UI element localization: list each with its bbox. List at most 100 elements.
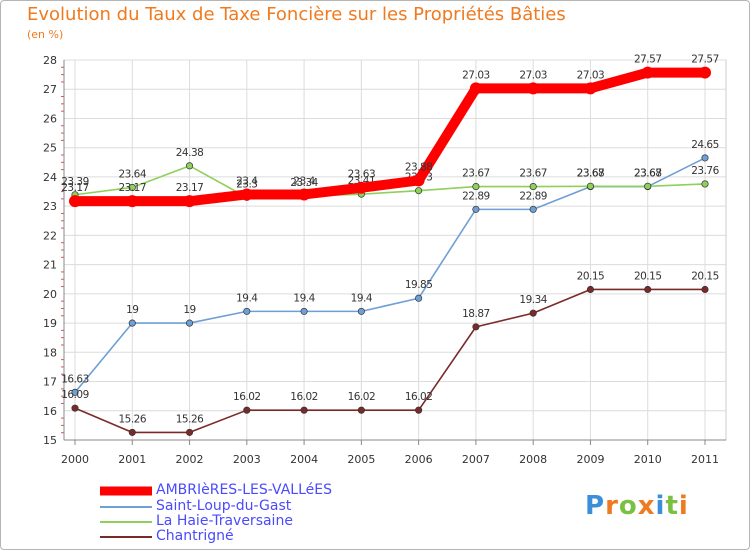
proxiti-logo: Proxiti	[585, 491, 689, 521]
data-point	[472, 183, 480, 191]
plot-area	[63, 59, 727, 441]
x-tick-label: 2005	[347, 453, 375, 466]
data-label: 22.89	[462, 190, 490, 202]
data-point	[357, 406, 365, 414]
data-label: 23.63	[348, 169, 376, 181]
legend-label: Chantrigné	[156, 528, 234, 544]
y-tick-label: 27	[43, 83, 57, 96]
data-point	[126, 195, 139, 208]
data-point	[701, 180, 709, 188]
data-point	[644, 285, 652, 294]
data-label: 22.89	[519, 190, 547, 202]
data-label: 27.03	[519, 69, 547, 81]
data-point	[69, 195, 81, 208]
y-tick-label: 16	[43, 405, 57, 418]
data-point	[699, 66, 711, 79]
series-line-2	[74, 165, 706, 199]
series-line-0	[70, 67, 710, 207]
data-label: 15.26	[118, 413, 146, 425]
data-point	[415, 406, 423, 414]
data-label: 23.3	[236, 178, 257, 190]
data-point	[529, 309, 537, 317]
data-point	[644, 182, 652, 190]
data-label: 23.4	[236, 175, 258, 187]
data-point	[586, 285, 595, 294]
data-point	[243, 406, 251, 414]
data-point	[183, 195, 196, 208]
x-tick-label: 2007	[462, 453, 490, 466]
logo-letter: i	[678, 491, 689, 521]
data-point	[128, 183, 136, 191]
data-label: 19.34	[519, 294, 547, 306]
x-tick-label: 2009	[576, 453, 604, 466]
data-point	[298, 188, 311, 201]
grid	[64, 59, 726, 441]
data-label: 16.02	[290, 391, 318, 403]
legend-label: Saint-Loup-du-Gast	[156, 498, 292, 514]
data-point	[529, 183, 537, 191]
data-label: 19	[126, 304, 138, 316]
data-label: 15.26	[176, 413, 204, 425]
data-point	[641, 66, 654, 79]
data-label: 27.57	[691, 54, 719, 66]
y-tick-label: 19	[43, 317, 57, 330]
logo-letter: r	[605, 491, 619, 521]
x-tick-label: 2008	[519, 453, 547, 466]
series-line-3	[74, 288, 706, 434]
data-label: 23.4	[293, 175, 315, 187]
x-tick-label: 2011	[691, 453, 719, 466]
data-point	[185, 162, 194, 170]
data-label: 23.76	[691, 165, 719, 177]
data-point	[128, 428, 136, 436]
data-label: 16.02	[348, 391, 376, 403]
data-label: 27.03	[577, 69, 605, 81]
data-label: 23.88	[405, 161, 433, 173]
data-point	[527, 82, 540, 95]
x-tick-label: 2001	[118, 453, 146, 466]
y-tick-label: 21	[43, 259, 57, 272]
data-label: 19.85	[405, 279, 433, 291]
y-tick-label: 17	[43, 376, 57, 389]
data-label: 23.67	[519, 168, 547, 180]
y-tick-label: 23	[43, 200, 57, 213]
chart-unit-label: (en %)	[27, 28, 64, 41]
y-tick-label: 25	[43, 142, 57, 155]
data-point	[243, 307, 251, 315]
legend-label: La Haie-Traversaine	[156, 513, 293, 529]
y-tick-label: 26	[43, 112, 57, 125]
data-label: 16.09	[61, 389, 89, 401]
data-label: 18.87	[462, 308, 490, 320]
data-point	[469, 82, 482, 95]
data-label: 23.67	[462, 168, 490, 180]
data-point	[472, 323, 480, 331]
data-point	[586, 182, 595, 190]
data-label: 23.17	[61, 182, 89, 194]
data-label: 19.4	[351, 292, 373, 304]
axes: 15 16 17 18 19 20 21 22 23 24 25 26 27 28 2000 2001 2002…	[43, 54, 726, 466]
x-tick-label: 2000	[61, 453, 89, 466]
data-label: 23.68	[634, 167, 662, 179]
data-point	[355, 181, 368, 194]
logo-letter: o	[618, 491, 638, 521]
data-label: 24.38	[176, 147, 204, 159]
data-label: 16.02	[233, 391, 261, 403]
data-label: 20.15	[634, 270, 662, 282]
data-label: 16.63	[61, 373, 89, 385]
data-point	[415, 294, 423, 302]
data-label: 23.67	[634, 168, 662, 180]
legend	[100, 486, 152, 538]
y-tick-label: 22	[43, 229, 57, 242]
x-tick-label: 2006	[405, 453, 433, 466]
legend-label: AMBRIèRES-LES-VALLéES	[156, 482, 332, 498]
data-point	[240, 188, 253, 201]
data-label: 19.4	[236, 292, 258, 304]
data-label: 27.03	[462, 69, 490, 81]
data-point	[71, 404, 79, 412]
x-tick-label: 2002	[176, 453, 204, 466]
y-tick-label: 20	[43, 288, 57, 301]
y-tick-label: 18	[43, 346, 57, 359]
data-point	[71, 388, 79, 396]
data-point	[300, 307, 308, 315]
logo-letter: P	[585, 491, 606, 521]
